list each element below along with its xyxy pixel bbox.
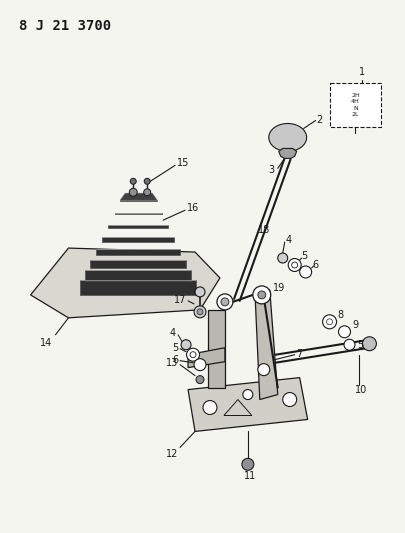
Text: 5: 5 bbox=[301, 251, 307, 261]
Circle shape bbox=[196, 376, 203, 384]
Circle shape bbox=[282, 393, 296, 407]
Circle shape bbox=[288, 259, 301, 271]
Circle shape bbox=[202, 400, 216, 415]
Text: 6: 6 bbox=[312, 260, 318, 270]
Text: 17: 17 bbox=[173, 295, 185, 305]
Text: 16: 16 bbox=[187, 203, 199, 213]
Circle shape bbox=[362, 337, 375, 351]
Circle shape bbox=[143, 189, 150, 196]
Circle shape bbox=[144, 179, 150, 184]
Polygon shape bbox=[30, 248, 220, 318]
Polygon shape bbox=[85, 270, 191, 281]
Circle shape bbox=[338, 326, 350, 338]
Text: 2: 2 bbox=[316, 115, 322, 125]
Circle shape bbox=[194, 287, 205, 297]
Circle shape bbox=[181, 340, 191, 350]
Text: 12: 12 bbox=[165, 449, 178, 459]
Circle shape bbox=[326, 319, 332, 325]
Text: 18: 18 bbox=[257, 225, 269, 235]
Circle shape bbox=[186, 348, 199, 361]
Circle shape bbox=[242, 390, 252, 400]
Circle shape bbox=[257, 291, 265, 299]
Text: 5: 5 bbox=[356, 340, 363, 350]
Polygon shape bbox=[108, 225, 168, 228]
Polygon shape bbox=[102, 237, 174, 242]
Polygon shape bbox=[188, 348, 224, 368]
Circle shape bbox=[220, 298, 228, 306]
Text: 8: 8 bbox=[337, 310, 343, 320]
Text: 9: 9 bbox=[352, 320, 358, 330]
Circle shape bbox=[194, 359, 205, 370]
Text: 5: 5 bbox=[171, 343, 178, 353]
Circle shape bbox=[291, 262, 297, 268]
Text: 11: 11 bbox=[243, 471, 255, 481]
Circle shape bbox=[196, 309, 202, 315]
Text: 10: 10 bbox=[354, 385, 366, 394]
Bar bbox=[329, 83, 380, 127]
Circle shape bbox=[257, 364, 269, 376]
Polygon shape bbox=[278, 148, 296, 158]
Circle shape bbox=[216, 294, 232, 310]
Polygon shape bbox=[80, 280, 196, 295]
Circle shape bbox=[194, 306, 205, 318]
Polygon shape bbox=[120, 193, 157, 200]
Text: 2H
4H
N
2L: 2H 4H N 2L bbox=[350, 93, 359, 117]
Ellipse shape bbox=[268, 124, 306, 151]
Text: 6: 6 bbox=[172, 354, 178, 365]
Polygon shape bbox=[96, 249, 180, 255]
Circle shape bbox=[277, 253, 287, 263]
Text: 15: 15 bbox=[177, 158, 189, 168]
Text: 8 J 21 3700: 8 J 21 3700 bbox=[19, 19, 111, 33]
Circle shape bbox=[299, 266, 311, 278]
Polygon shape bbox=[254, 290, 277, 400]
Circle shape bbox=[129, 188, 137, 196]
Text: 14: 14 bbox=[40, 338, 52, 348]
Polygon shape bbox=[90, 260, 185, 268]
Text: 1: 1 bbox=[358, 67, 364, 77]
Polygon shape bbox=[207, 310, 224, 387]
Text: 4: 4 bbox=[170, 328, 176, 338]
Polygon shape bbox=[115, 213, 162, 214]
Text: 3: 3 bbox=[268, 165, 274, 175]
Circle shape bbox=[252, 286, 270, 304]
Text: 13: 13 bbox=[165, 358, 178, 368]
Text: 19: 19 bbox=[272, 283, 284, 293]
Polygon shape bbox=[120, 200, 157, 201]
Circle shape bbox=[343, 339, 354, 350]
Circle shape bbox=[130, 179, 136, 184]
Circle shape bbox=[322, 315, 336, 329]
Circle shape bbox=[190, 352, 196, 358]
Text: 7: 7 bbox=[296, 349, 302, 359]
Polygon shape bbox=[188, 377, 307, 431]
Circle shape bbox=[241, 458, 253, 470]
Text: 4: 4 bbox=[285, 235, 291, 245]
